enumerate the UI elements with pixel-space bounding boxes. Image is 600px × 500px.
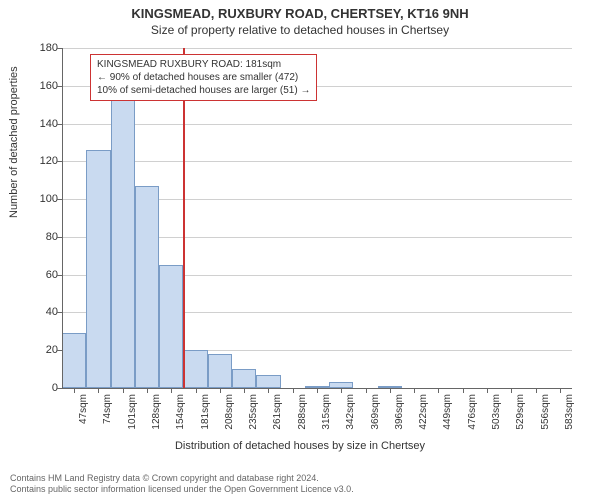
histogram-bar — [256, 375, 280, 388]
y-tick-label: 40 — [28, 306, 58, 318]
x-tick-label: 556sqm — [540, 394, 551, 430]
x-tick-label: 208sqm — [224, 394, 235, 430]
x-tick-label: 503sqm — [491, 394, 502, 430]
grid-line — [62, 124, 572, 125]
chart-plot-area: 02040608010012014016018047sqm74sqm101sqm… — [62, 48, 572, 388]
annotation-line: KINGSMEAD RUXBURY ROAD: 181sqm — [97, 58, 310, 71]
y-tick-label: 80 — [28, 231, 58, 243]
chart-container: KINGSMEAD, RUXBURY ROAD, CHERTSEY, KT16 … — [0, 0, 600, 500]
x-tick-label: 583sqm — [564, 394, 575, 430]
y-tick-label: 100 — [28, 193, 58, 205]
y-axis-label: Number of detached properties — [8, 66, 20, 218]
x-tick-label: 154sqm — [175, 394, 186, 430]
x-tick-label: 449sqm — [442, 394, 453, 430]
y-tick-label: 120 — [28, 155, 58, 167]
footer-line2: Contains public sector information licen… — [10, 484, 354, 496]
x-tick-label: 476sqm — [467, 394, 478, 430]
x-tick-label: 128sqm — [151, 394, 162, 430]
x-axis — [62, 388, 572, 389]
x-tick-label: 101sqm — [127, 394, 138, 430]
histogram-bar — [86, 150, 110, 388]
chart-title-main: KINGSMEAD, RUXBURY ROAD, CHERTSEY, KT16 … — [0, 0, 600, 21]
y-axis — [62, 48, 63, 388]
grid-line — [62, 48, 572, 49]
y-tick-label: 60 — [28, 269, 58, 281]
x-tick-label: 74sqm — [102, 394, 113, 424]
histogram-bar — [111, 91, 135, 388]
x-tick-label: 288sqm — [297, 394, 308, 430]
x-tick-label: 261sqm — [272, 394, 283, 430]
x-tick-label: 235sqm — [248, 394, 259, 430]
footer-attribution: Contains HM Land Registry data © Crown c… — [10, 473, 354, 496]
x-tick-label: 396sqm — [394, 394, 405, 430]
chart-title-sub: Size of property relative to detached ho… — [0, 21, 600, 37]
histogram-bar — [183, 350, 207, 388]
x-tick-label: 529sqm — [515, 394, 526, 430]
histogram-bar — [62, 333, 86, 388]
histogram-bar — [159, 265, 183, 388]
x-axis-label: Distribution of detached houses by size … — [0, 440, 600, 452]
y-tick-label: 180 — [28, 42, 58, 54]
x-tick-label: 181sqm — [200, 394, 211, 430]
y-tick-label: 140 — [28, 118, 58, 130]
annotation-box: KINGSMEAD RUXBURY ROAD: 181sqm← 90% of d… — [90, 54, 317, 101]
x-tick-label: 47sqm — [78, 394, 89, 424]
x-tick-label: 342sqm — [345, 394, 356, 430]
x-tick-label: 369sqm — [370, 394, 381, 430]
x-tick-label: 422sqm — [418, 394, 429, 430]
histogram-bar — [135, 186, 159, 388]
footer-line1: Contains HM Land Registry data © Crown c… — [10, 473, 354, 485]
histogram-bar — [208, 354, 232, 388]
grid-line — [62, 161, 572, 162]
y-tick-label: 160 — [28, 80, 58, 92]
x-tick-label: 315sqm — [321, 394, 332, 430]
y-tick-label: 0 — [28, 382, 58, 394]
annotation-line: ← 90% of detached houses are smaller (47… — [97, 71, 310, 84]
annotation-line: 10% of semi-detached houses are larger (… — [97, 84, 310, 97]
histogram-bar — [232, 369, 256, 388]
y-tick-label: 20 — [28, 344, 58, 356]
